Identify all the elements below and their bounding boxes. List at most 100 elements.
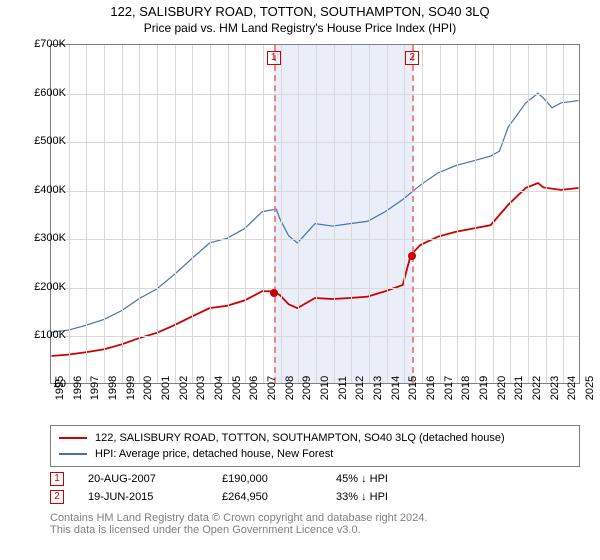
x-axis-label: 2005 — [231, 376, 243, 400]
x-axis-label: 2013 — [372, 376, 384, 400]
x-axis-label: 2012 — [354, 376, 366, 400]
table-row: 2 19-JUN-2015 £264,950 33% ↓ HPI — [50, 488, 580, 506]
gridline-v — [281, 45, 282, 383]
line-series-svg — [51, 45, 579, 383]
x-axis-label: 2016 — [425, 376, 437, 400]
gridline-h — [51, 239, 579, 240]
gridline-v — [139, 45, 140, 383]
gridline-h — [51, 94, 579, 95]
gridline-v — [493, 45, 494, 383]
sale-dot — [270, 289, 278, 297]
gridline-v — [334, 45, 335, 383]
x-axis-label: 2003 — [195, 376, 207, 400]
gridline-v — [404, 45, 405, 383]
event-line — [274, 45, 276, 383]
legend-swatch — [59, 437, 87, 439]
gridline-h — [51, 288, 579, 289]
x-axis-label: 2014 — [390, 376, 402, 400]
x-axis-label: 1996 — [72, 376, 84, 400]
plot-area: 12 — [50, 44, 580, 384]
x-axis-label: 2025 — [584, 376, 596, 400]
y-axis-label: £100K — [34, 329, 66, 341]
x-axis-label: 1995 — [54, 376, 66, 400]
x-axis-label: 2001 — [160, 376, 172, 400]
legend: 122, SALISBURY ROAD, TOTTON, SOUTHAMPTON… — [50, 425, 580, 467]
gridline-v — [440, 45, 441, 383]
footer-line: Contains HM Land Registry data © Crown c… — [50, 512, 580, 524]
x-axis-label: 2004 — [213, 376, 225, 400]
sale-marker: 2 — [50, 490, 64, 504]
legend-item: HPI: Average price, detached house, New … — [59, 446, 571, 462]
event-marker: 1 — [267, 51, 281, 65]
y-axis-label: £200K — [34, 281, 66, 293]
legend-label: 122, SALISBURY ROAD, TOTTON, SOUTHAMPTON… — [95, 432, 505, 444]
legend-label: HPI: Average price, detached house, New … — [95, 448, 333, 460]
gridline-v — [86, 45, 87, 383]
event-line — [412, 45, 414, 383]
gridline-v — [422, 45, 423, 383]
sale-dot — [408, 252, 416, 260]
gridline-v — [351, 45, 352, 383]
gridline-v — [369, 45, 370, 383]
gridline-h — [51, 142, 579, 143]
gridline-v — [245, 45, 246, 383]
table-row: 1 20-AUG-2007 £190,000 45% ↓ HPI — [50, 470, 580, 488]
x-axis-label: 2002 — [178, 376, 190, 400]
x-axis-label: 2008 — [284, 376, 296, 400]
sale-hpi-delta: 33% ↓ HPI — [336, 491, 426, 503]
gridline-h — [51, 191, 579, 192]
x-axis-label: 2006 — [248, 376, 260, 400]
gridline-v — [528, 45, 529, 383]
legend-swatch — [59, 453, 87, 455]
gridline-v — [192, 45, 193, 383]
gridline-v — [316, 45, 317, 383]
y-axis-label: £300K — [34, 232, 66, 244]
gridline-v — [546, 45, 547, 383]
gridline-v — [157, 45, 158, 383]
chart-subtitle: Price paid vs. HM Land Registry's House … — [0, 21, 600, 35]
x-axis-label: 2017 — [443, 376, 455, 400]
sale-price: £190,000 — [222, 473, 312, 485]
sale-date: 20-AUG-2007 — [88, 473, 198, 485]
x-axis-label: 2015 — [407, 376, 419, 400]
x-axis-label: 1998 — [107, 376, 119, 400]
gridline-v — [457, 45, 458, 383]
x-axis-label: 2024 — [566, 376, 578, 400]
sale-price: £264,950 — [222, 491, 312, 503]
x-axis-label: 2018 — [460, 376, 472, 400]
series-hpi — [52, 93, 579, 332]
gridline-v — [298, 45, 299, 383]
sale-marker: 1 — [50, 472, 64, 486]
gridline-v — [263, 45, 264, 383]
x-axis-label: 2011 — [337, 376, 349, 400]
x-axis-label: 2023 — [549, 376, 561, 400]
gridline-v — [563, 45, 564, 383]
gridline-v — [69, 45, 70, 383]
gridline-v — [210, 45, 211, 383]
x-axis-label: 2019 — [478, 376, 490, 400]
chart-title: 122, SALISBURY ROAD, TOTTON, SOUTHAMPTON… — [0, 4, 600, 19]
sale-date: 19-JUN-2015 — [88, 491, 198, 503]
x-axis-label: 2021 — [513, 376, 525, 400]
sale-hpi-delta: 45% ↓ HPI — [336, 473, 426, 485]
gridline-h — [51, 336, 579, 337]
x-axis-label: 2010 — [319, 376, 331, 400]
gridline-v — [228, 45, 229, 383]
footer: Contains HM Land Registry data © Crown c… — [50, 512, 580, 536]
y-axis-label: £400K — [34, 184, 66, 196]
chart-container: 122, SALISBURY ROAD, TOTTON, SOUTHAMPTON… — [0, 0, 600, 560]
x-axis-label: 2007 — [266, 376, 278, 400]
x-axis-label: 2022 — [531, 376, 543, 400]
y-axis-label: £600K — [34, 87, 66, 99]
y-axis-label: £500K — [34, 135, 66, 147]
gridline-v — [122, 45, 123, 383]
gridline-v — [387, 45, 388, 383]
event-marker: 2 — [405, 51, 419, 65]
gridline-v — [475, 45, 476, 383]
gridline-v — [104, 45, 105, 383]
sales-table: 1 20-AUG-2007 £190,000 45% ↓ HPI 2 19-JU… — [50, 470, 580, 506]
legend-item: 122, SALISBURY ROAD, TOTTON, SOUTHAMPTON… — [59, 430, 571, 446]
x-axis-label: 1997 — [89, 376, 101, 400]
x-axis-label: 1999 — [125, 376, 137, 400]
series-property — [52, 183, 579, 356]
